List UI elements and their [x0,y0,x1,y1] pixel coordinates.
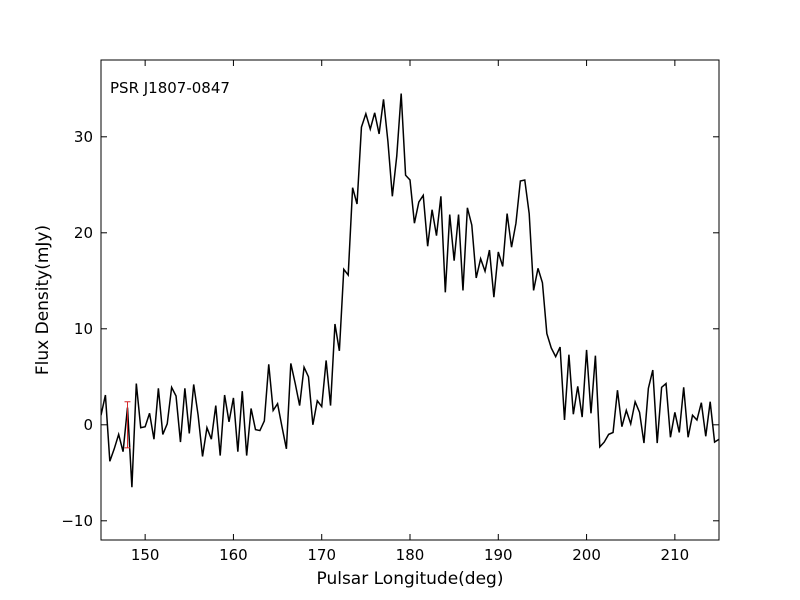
y-tick-label: 0 [83,416,93,434]
y-axis-label: Flux Density(mJy) [33,225,53,375]
y-tick-label: 20 [74,224,93,242]
x-tick-label: 180 [396,546,425,564]
x-tick-label: 200 [572,546,601,564]
annotation: PSR J1807-0847 [110,79,230,97]
x-tick-label: 170 [307,546,336,564]
y-tick-label: 10 [74,320,93,338]
y-tick-label: −10 [61,512,93,530]
x-tick-label: 150 [131,546,160,564]
y-tick-label: 30 [74,128,93,146]
plot-frame [100,59,720,541]
x-tick-label: 210 [661,546,690,564]
x-tick-label: 160 [219,546,248,564]
x-axis-label: Pulsar Longitude(deg) [317,569,504,589]
data-line [101,93,719,488]
x-tick-label: 190 [484,546,513,564]
